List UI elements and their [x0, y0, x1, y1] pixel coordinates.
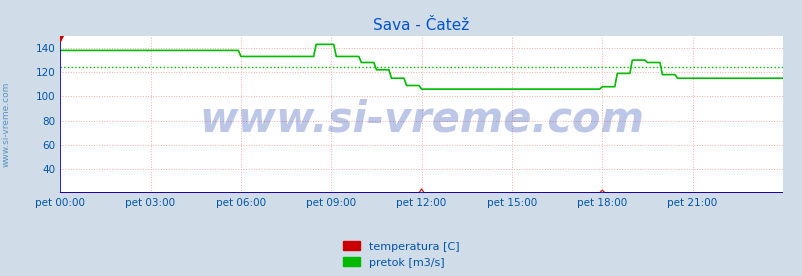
- Text: www.si-vreme.com: www.si-vreme.com: [199, 98, 643, 140]
- Text: www.si-vreme.com: www.si-vreme.com: [2, 81, 11, 167]
- Legend: temperatura [C], pretok [m3/s]: temperatura [C], pretok [m3/s]: [343, 241, 459, 268]
- Title: Sava - Čatež: Sava - Čatež: [373, 18, 469, 33]
